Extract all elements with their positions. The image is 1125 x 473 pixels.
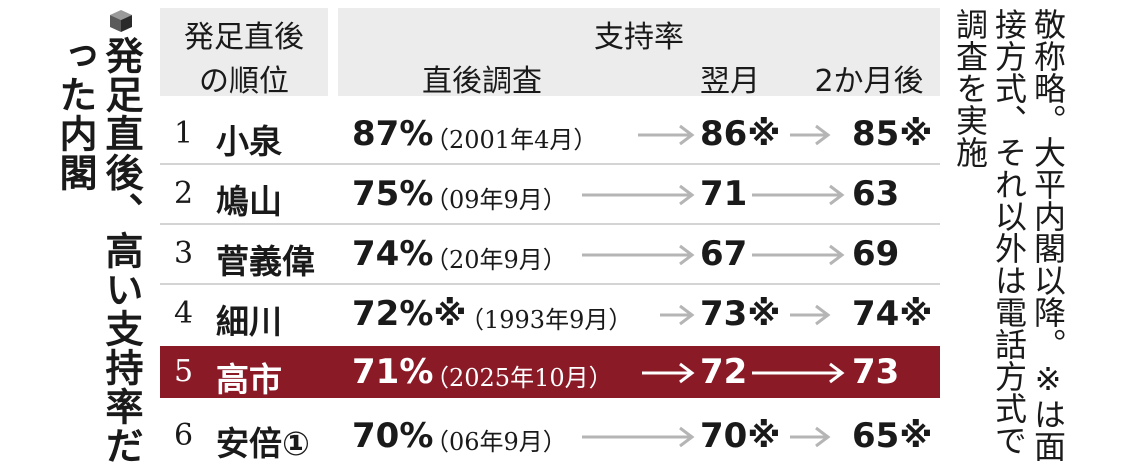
arrow-right-icon xyxy=(638,124,695,146)
cabinet-name: 安倍① xyxy=(216,424,310,463)
header-support-bg xyxy=(338,8,940,96)
initial-rate: 72%※ xyxy=(352,294,467,334)
arrow-right-icon xyxy=(752,184,845,206)
month2-rate: 74※ xyxy=(852,294,933,334)
survey-date: （2025年10月） xyxy=(425,364,613,392)
arrow-right-icon xyxy=(582,184,695,206)
header-month1: 翌月 xyxy=(700,64,760,99)
arrow-right-icon xyxy=(790,304,831,326)
survey-date: （1993年9月） xyxy=(460,306,633,334)
initial-rate: 87% xyxy=(352,114,434,154)
month2-rate: 63 xyxy=(852,174,900,214)
cube-icon xyxy=(110,10,132,32)
row-divider xyxy=(160,283,940,285)
month1-rate: 67 xyxy=(700,234,748,274)
month2-rate: 73 xyxy=(852,352,900,392)
arrow-right-icon xyxy=(790,124,831,146)
header-rank-bg xyxy=(160,8,328,96)
cabinet-name: 小泉 xyxy=(216,122,282,161)
rank: 5 xyxy=(174,354,194,389)
arrow-right-icon xyxy=(660,304,695,326)
footnote: 敬称略。大平内閣以降。※は面接方式、それ以外は電話方式で調査を実施 xyxy=(951,8,1067,462)
rank: 3 xyxy=(174,236,194,271)
table-row: 4 細川 72%※ （1993年9月） 73※ 74※ xyxy=(160,288,940,341)
arrow-right-icon xyxy=(752,244,845,266)
header-rank-line1: 発足直後 xyxy=(184,20,304,55)
survey-date: （09年9月） xyxy=(425,186,567,214)
cabinet-name: 菅義偉 xyxy=(216,242,315,281)
table-row-highlight: 5 高市 71% （2025年10月） 72 73 xyxy=(160,346,940,399)
arrow-right-icon xyxy=(752,362,845,384)
month1-rate: 70※ xyxy=(700,416,781,456)
month2-rate: 65※ xyxy=(852,416,933,456)
header-initial: 直後調査 xyxy=(422,64,542,99)
row-divider xyxy=(160,163,940,165)
header-support: 支持率 xyxy=(594,20,684,55)
initial-rate: 71% xyxy=(352,352,434,392)
rank: 6 xyxy=(174,418,194,453)
month1-rate: 71 xyxy=(700,174,748,214)
table-row: 2 鳩山 75% （09年9月） 71 63 xyxy=(160,168,940,221)
arrow-right-icon xyxy=(582,244,695,266)
cabinet-name: 鳩山 xyxy=(216,182,282,221)
rank: 1 xyxy=(174,116,194,151)
arrow-right-icon xyxy=(582,426,695,448)
month1-rate: 86※ xyxy=(700,114,781,154)
initial-rate: 75% xyxy=(352,174,434,214)
survey-date: （06年9月） xyxy=(425,428,567,456)
month1-rate: 72 xyxy=(700,352,748,392)
month2-rate: 85※ xyxy=(852,114,933,154)
table-row: 6 安倍① 70% （06年9月） 70※ 65※ xyxy=(160,410,940,463)
row-divider xyxy=(160,223,940,225)
header-month2: 2か月後 xyxy=(814,64,924,99)
table-row: 1 小泉 87% （2001年4月） 86※ 85※ xyxy=(160,108,940,161)
survey-date: （2001年4月） xyxy=(425,126,598,154)
header-rank-line2: の順位 xyxy=(199,64,289,99)
table-row: 3 菅義偉 74% （20年9月） 67 69 xyxy=(160,228,940,281)
chart-title: 発足直後、高い支持率だった内閣 xyxy=(53,36,143,465)
arrow-right-icon xyxy=(790,426,831,448)
arrow-right-icon xyxy=(642,362,695,384)
cabinet-name: 細川 xyxy=(216,302,282,341)
month2-rate: 69 xyxy=(852,234,900,274)
initial-rate: 70% xyxy=(352,416,434,456)
survey-date: （20年9月） xyxy=(425,246,567,274)
month1-rate: 73※ xyxy=(700,294,781,334)
rank: 4 xyxy=(174,296,194,331)
cabinet-name: 高市 xyxy=(216,360,282,399)
initial-rate: 74% xyxy=(352,234,434,274)
rank: 2 xyxy=(174,176,194,211)
